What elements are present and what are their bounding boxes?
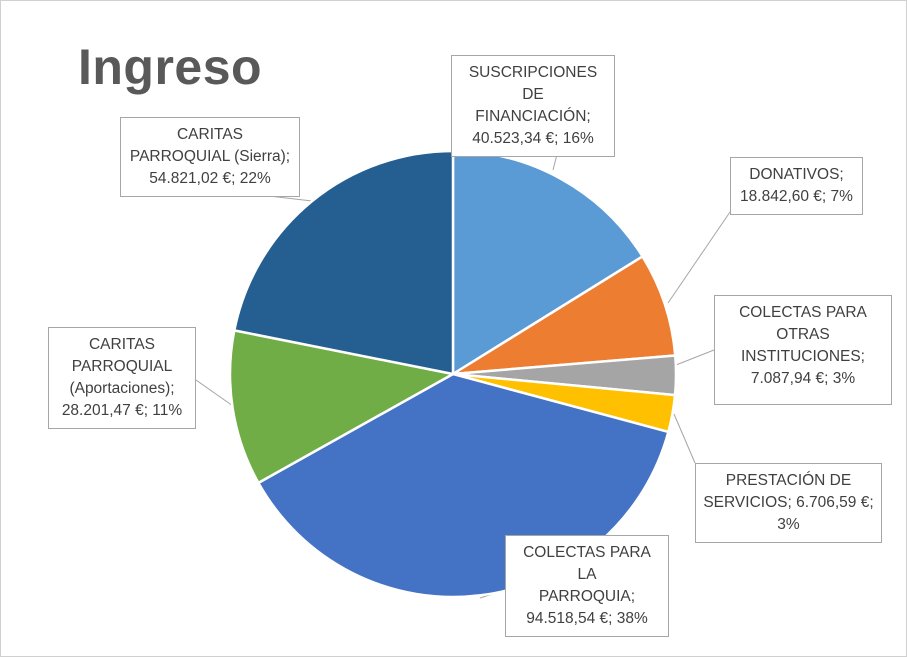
data-label-line: PARROQUIA; — [538, 588, 636, 605]
data-label-line: 54.821,02 €; 22% — [149, 170, 271, 187]
leader-line-colectas-otras — [675, 349, 715, 366]
data-label-line: 94.518,54 €; 38% — [526, 610, 648, 627]
pie-slices — [228, 149, 678, 599]
leader-line-caritas-aportaciones — [195, 379, 234, 407]
data-label-line: 28.201,47 €; 11% — [61, 402, 183, 419]
data-label-line: DONATIVOS; — [749, 166, 844, 183]
data-label-colectas-otras: COLECTAS PARA OTRAS INSTITUCIONES; 7.087,94… — [714, 295, 892, 405]
data-label-line: (Aportaciones); — [69, 380, 175, 397]
pie-slice-caritas-aportaciones — [228, 329, 455, 485]
data-label-line: CARITAS — [176, 126, 244, 143]
data-label-line: 3% — [777, 516, 800, 533]
data-label-line: INSTITUCIONES; — [740, 348, 865, 365]
data-label-suscripciones: SUSCRIPCIONES DE FINANCIACIÓN; 40.523,34 €… — [451, 55, 615, 157]
data-label-caritas-aportaciones: CARITAS PARROQUIAL (Aportaciones); 28.201,4… — [48, 327, 196, 429]
data-label-donativos: DONATIVOS; 18.842,60 €; 7% — [730, 157, 863, 215]
pie-slice-caritas-sierra — [233, 149, 455, 376]
data-label-line: SUSCRIPCIONES DE — [468, 64, 598, 103]
data-label-line: PARROQUIAL (Sierra); — [129, 148, 291, 165]
data-label-line: OTRAS — [776, 326, 830, 343]
data-label-line: PARROQUIAL — [71, 358, 173, 375]
data-label-line: COLECTAS PARA LA — [523, 544, 651, 583]
leader-line-donativos — [667, 211, 731, 304]
data-label-caritas-sierra: CARITAS PARROQUIAL (Sierra); 54.821,02 €; … — [120, 117, 300, 197]
data-label-line: COLECTAS PARA — [739, 304, 867, 321]
data-label-line: SERVICIOS; 6.706,59 €; — [703, 494, 874, 511]
data-label-colectas-parroquia: COLECTAS PARA LA PARROQUIA; 94.518,54 €; 3… — [505, 535, 669, 637]
data-label-line: 18.842,60 €; 7% — [740, 188, 853, 205]
chart-title: Ingreso — [78, 39, 263, 95]
data-label-line: FINANCIACIÓN; — [475, 108, 591, 125]
data-label-prestacion: PRESTACIÓN DE SERVICIOS; 6.706,59 €; 3% — [695, 463, 882, 543]
data-label-line: 7.087,94 €; 3% — [750, 370, 856, 387]
data-label-line: CARITAS — [88, 336, 156, 353]
data-label-line: 40.523,34 €; 16% — [472, 130, 594, 147]
data-label-line: PRESTACIÓN DE — [725, 472, 852, 489]
pie-slice-donativos — [451, 255, 677, 376]
leader-line-prestacion — [673, 413, 696, 464]
